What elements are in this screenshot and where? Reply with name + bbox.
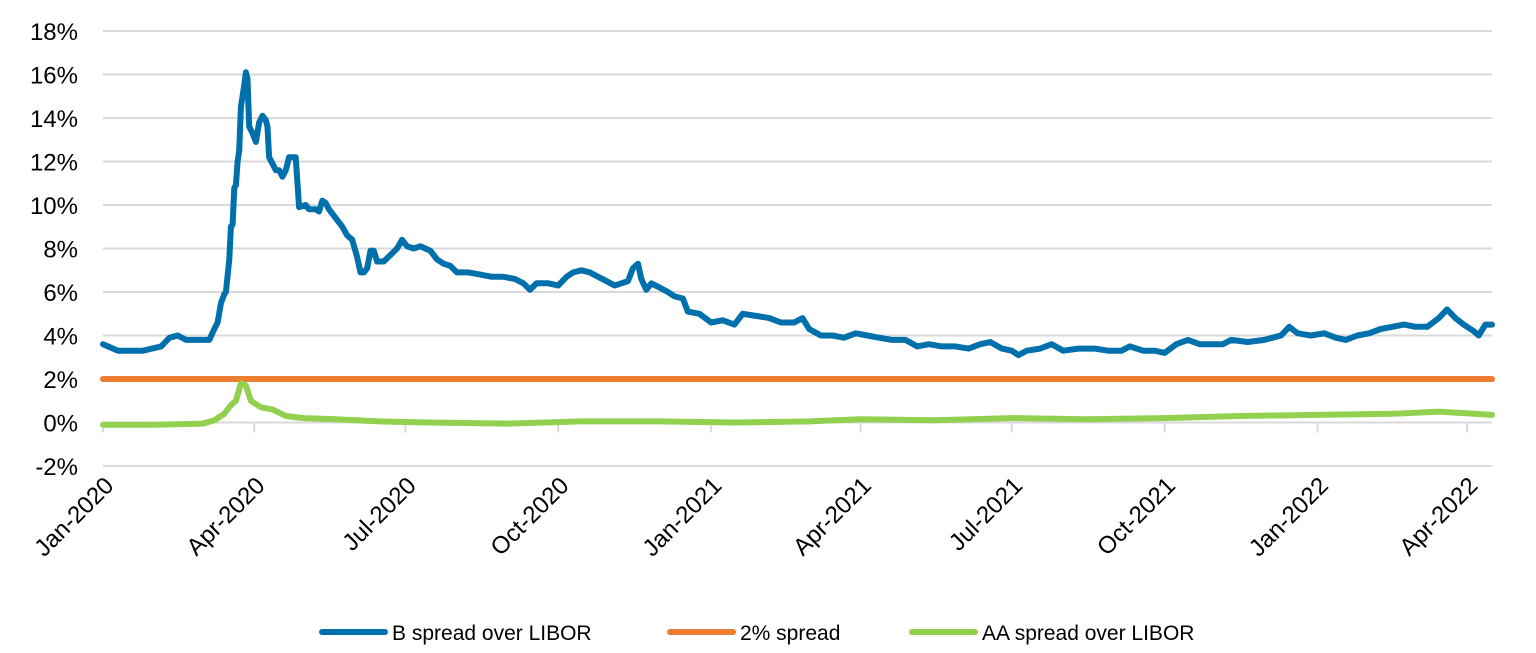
series-lines	[100, 69, 1495, 428]
y-tick-label: 10%	[30, 193, 78, 220]
x-tick-label: Jan-2021	[637, 472, 727, 562]
x-tick-label: Jan-2022	[1244, 472, 1334, 562]
y-tick-label: 14%	[30, 106, 78, 133]
x-tick-label: Oct-2020	[486, 472, 575, 561]
x-axis-ticks: Jan-2020 Apr-2020 Jul-2020 Oct-2020 Jan-2021…	[29, 472, 1483, 562]
y-tick-label: -2%	[35, 454, 78, 481]
legend-label: AA spread over LIBOR	[982, 622, 1194, 645]
y-tick-label: 18%	[30, 19, 78, 46]
legend: B spread over LIBOR 2% spread AA spread ov…	[319, 622, 1194, 645]
y-tick-label: 16%	[30, 63, 78, 90]
legend-label: 2% spread	[740, 622, 840, 645]
series-line-2	[100, 380, 1495, 428]
x-tick-label: Apr-2022	[1394, 472, 1483, 561]
legend-label: B spread over LIBOR	[392, 622, 592, 645]
y-tick-label: 2%	[43, 367, 78, 394]
series-line-0	[100, 69, 1495, 359]
gridlines	[102, 30, 1492, 467]
x-tick-label: Jul-2021	[944, 472, 1028, 556]
y-tick-label: 8%	[43, 237, 78, 264]
x-tick-label: Jul-2020	[337, 472, 421, 556]
y-tick-label: 4%	[43, 324, 78, 351]
y-axis-ticks: -2% 0% 2% 4% 6% 8% 10% 12% 14% 16% 18%	[30, 19, 78, 481]
x-tick-label: Apr-2021	[788, 472, 877, 561]
x-tick-label: Apr-2020	[182, 472, 271, 561]
y-tick-label: 6%	[43, 280, 78, 307]
y-tick-label: 12%	[30, 150, 78, 177]
x-tick-label: Oct-2021	[1092, 472, 1181, 561]
x-tick-label: Jan-2020	[29, 472, 119, 562]
y-tick-label: 0%	[43, 411, 78, 438]
